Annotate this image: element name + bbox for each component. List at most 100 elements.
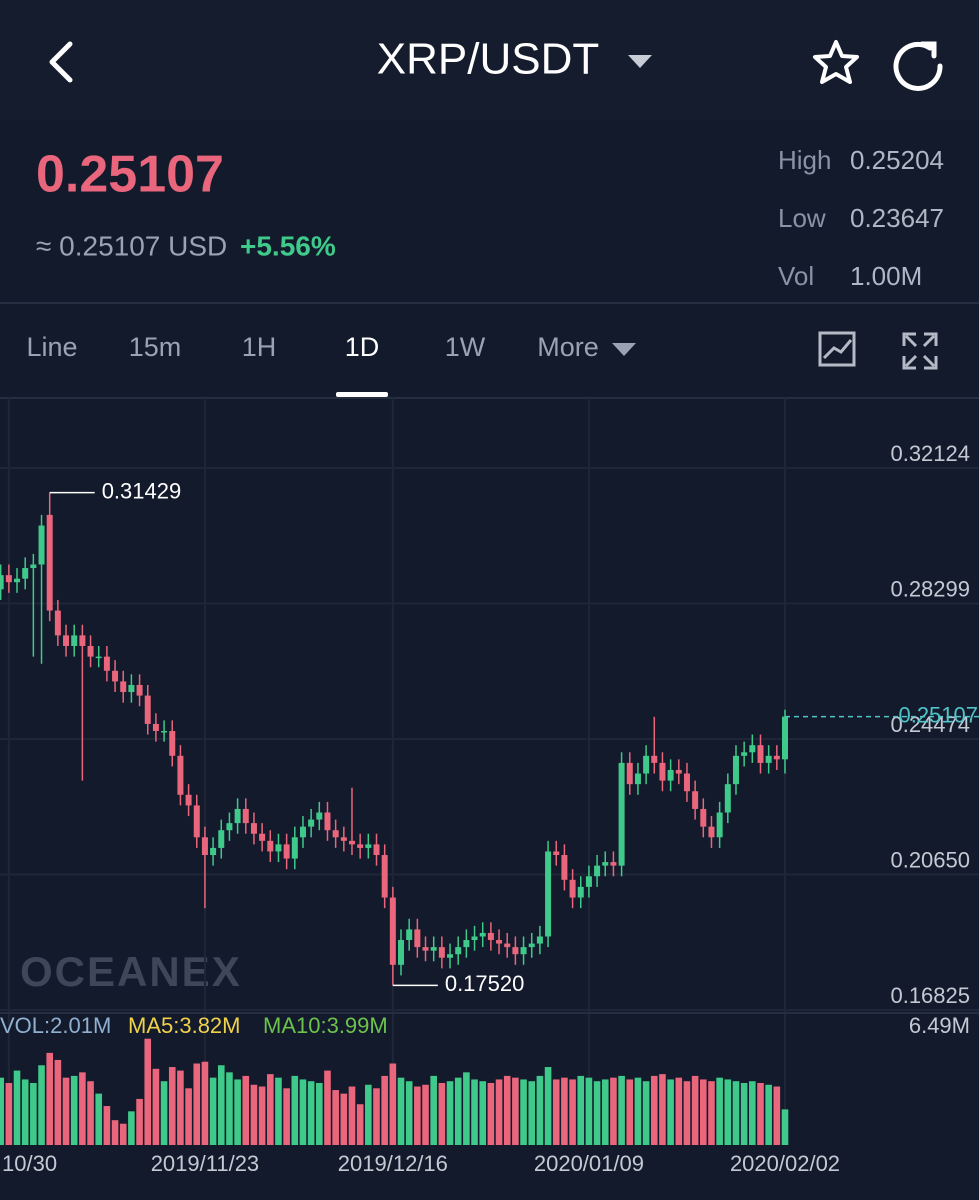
last-price-label: 0.25107: [898, 702, 978, 727]
candle-body: [373, 844, 380, 856]
candle-body: [30, 564, 37, 569]
refresh-button[interactable]: [893, 41, 943, 91]
volume-bar: [234, 1079, 241, 1145]
pair-dropdown[interactable]: [628, 55, 652, 68]
volume-bar: [765, 1084, 772, 1145]
candle-body: [46, 514, 53, 611]
volume-bar: [700, 1079, 707, 1145]
volume-bar: [691, 1075, 699, 1145]
candle-body: [749, 745, 756, 753]
tab[interactable]: 1D: [345, 332, 380, 362]
volume-bar: [365, 1084, 372, 1145]
volume-bar: [642, 1081, 650, 1145]
candle-body: [463, 940, 470, 948]
candle-body: [267, 840, 274, 852]
candle-body: [177, 755, 184, 795]
candle-body: [0, 575, 4, 590]
candle-body: [14, 578, 21, 583]
volume-bar: [307, 1081, 315, 1145]
candle-body: [348, 840, 355, 845]
volume-bar: [21, 1079, 29, 1145]
volume-bar: [438, 1082, 446, 1145]
volume-bar: [79, 1072, 86, 1145]
volume-bar: [128, 1111, 135, 1145]
volume-bar: [87, 1081, 94, 1145]
candle-body: [520, 947, 527, 955]
candle-body: [732, 755, 739, 785]
volume-bar: [781, 1109, 789, 1145]
candle-body: [512, 947, 519, 955]
stat-value: 0.23647: [850, 203, 944, 233]
favorite-button[interactable]: [813, 40, 859, 84]
candle-body: [782, 716, 788, 760]
candle-body: [152, 723, 159, 732]
candle-body: [299, 826, 306, 838]
tab[interactable]: 1W: [445, 332, 486, 362]
volume-bar: [30, 1082, 37, 1145]
volume-bar: [193, 1063, 201, 1145]
volume-legend: MA5:3.82M: [128, 1013, 241, 1038]
candle-body: [773, 755, 780, 760]
candle-body: [618, 762, 625, 866]
volume-bar: [544, 1067, 552, 1145]
volume-bar: [528, 1081, 536, 1145]
volume-bar: [773, 1086, 781, 1145]
stat-value: 0.25204: [850, 145, 944, 175]
back-button[interactable]: [49, 41, 73, 83]
candle-body: [643, 755, 650, 774]
volume-bar: [70, 1075, 78, 1145]
fullscreen-button[interactable]: [902, 332, 938, 370]
volume-bar: [740, 1082, 748, 1145]
tab[interactable]: 1H: [242, 332, 277, 362]
candle-body: [716, 812, 723, 838]
tab[interactable]: 15m: [129, 332, 182, 362]
volume-bar: [634, 1077, 642, 1145]
candle-body: [438, 947, 445, 958]
pair-title[interactable]: XRP/USDT: [377, 35, 599, 84]
chart-type-button[interactable]: [818, 331, 856, 367]
candle-body: [447, 954, 454, 958]
candle-body: [120, 681, 127, 693]
volume-bar: [593, 1081, 601, 1145]
volume-bar: [683, 1081, 691, 1145]
stat-label: High: [778, 145, 831, 175]
candle-body: [144, 695, 151, 724]
volume-bar: [405, 1081, 413, 1145]
volume-bar: [348, 1086, 356, 1145]
candle-body: [610, 862, 617, 866]
volume-bar: [152, 1068, 160, 1145]
volume-bar: [650, 1075, 658, 1145]
candle-body: [79, 635, 86, 646]
volume-bar: [610, 1077, 617, 1145]
volume-bar: [340, 1093, 348, 1145]
candle-body: [95, 656, 102, 659]
volume-bar: [185, 1088, 192, 1145]
volume-bar: [585, 1077, 593, 1145]
candle-body: [291, 837, 298, 859]
candle-body: [577, 886, 584, 898]
tab[interactable]: Line: [26, 332, 77, 362]
candle-body: [496, 940, 503, 944]
y-tick-label: 0.28299: [890, 576, 970, 601]
volume-bar: [373, 1088, 380, 1145]
y-tick-label: 0.32124: [890, 441, 970, 466]
volume-bar: [503, 1075, 511, 1145]
candle-body: [381, 855, 388, 898]
volume-bar: [291, 1075, 299, 1145]
candle-body: [218, 830, 225, 848]
volume-bar: [561, 1077, 568, 1145]
volume-bar: [520, 1079, 527, 1145]
candle-body: [634, 773, 641, 785]
candle-body: [545, 851, 552, 937]
volume-bar: [724, 1079, 732, 1145]
max-label: 0.31429: [102, 478, 182, 503]
candle-body: [651, 755, 658, 763]
tab[interactable]: More: [537, 332, 599, 362]
volume-bar: [487, 1082, 495, 1145]
candle-body: [365, 844, 372, 848]
volume-bar: [422, 1084, 429, 1145]
candle-body: [275, 844, 282, 852]
x-tick-label: 10/30: [2, 1151, 57, 1176]
stat-value: 1.00M: [850, 261, 922, 291]
